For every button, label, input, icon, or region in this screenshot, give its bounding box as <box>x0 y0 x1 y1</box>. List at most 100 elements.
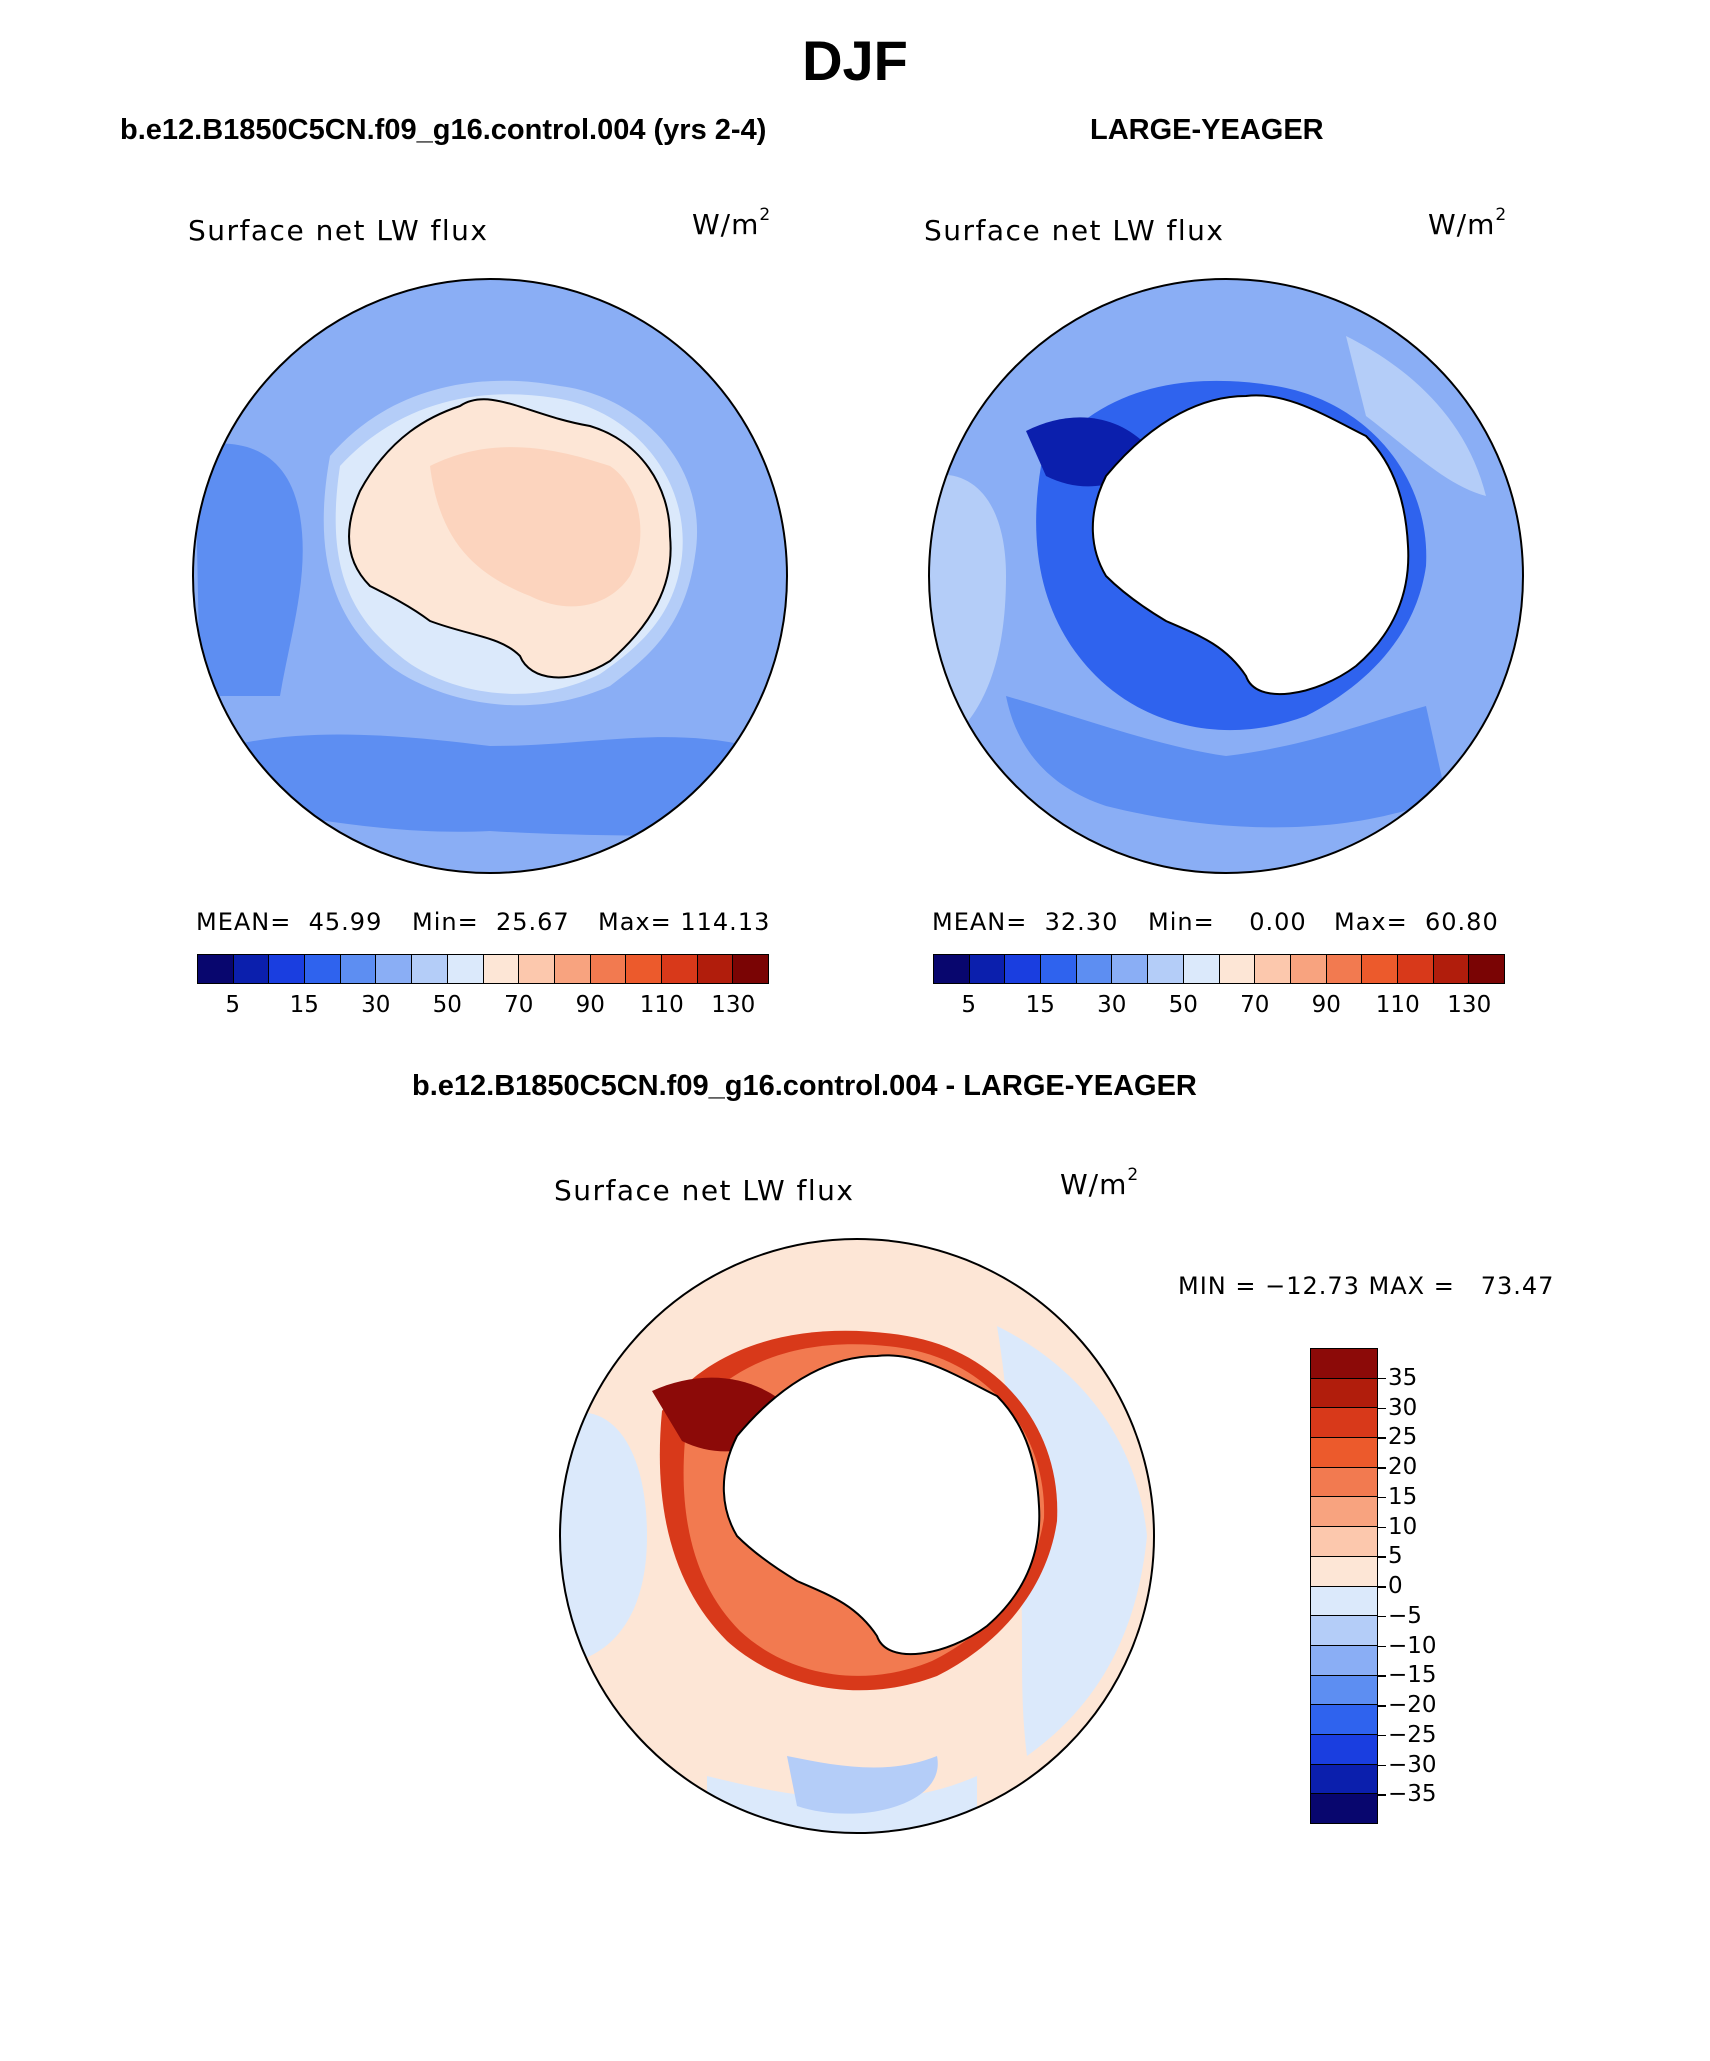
colorbar-segment <box>1311 1763 1377 1794</box>
colorbar-tick-label: 130 <box>711 992 756 1018</box>
ly-coastline <box>1091 394 1410 696</box>
colorbar-segment <box>1075 955 1112 983</box>
control-ocean-dark-band-west <box>195 443 303 696</box>
colorbar-segment <box>1361 955 1397 983</box>
difference-title: b.e12.B1850C5CN.f09_g16.control.004 - LA… <box>412 1070 1197 1102</box>
ly-min: Min= 0.00 <box>1148 908 1307 936</box>
colorbar-segment <box>1468 955 1504 983</box>
colorbar-tick-label: −15 <box>1378 1662 1437 1688</box>
colorbar-tick-label: 30 <box>1097 992 1127 1018</box>
colorbar-segment <box>1311 1674 1377 1705</box>
colorbar-tick-mark <box>1378 1734 1386 1737</box>
control-case-title: b.e12.B1850C5CN.f09_g16.control.004 (yrs… <box>120 114 767 146</box>
diff-coastline <box>722 1354 1041 1656</box>
colorbar-tick-label: 35 <box>1378 1365 1417 1391</box>
colorbar-tick-label: 15 <box>1378 1484 1417 1510</box>
colorbar-segment <box>1311 1644 1377 1675</box>
colorbar-segment <box>1311 1793 1377 1823</box>
control-colorbar-labels: 5 15 30 50 70 90 110 130 <box>197 992 769 1022</box>
colorbar-segment <box>968 955 1005 983</box>
colorbar-tick-mark <box>1378 1526 1386 1528</box>
control-polar-map <box>192 278 788 874</box>
colorbar-tick-mark <box>1378 1437 1386 1439</box>
control-mean: MEAN= 45.99 <box>196 908 383 936</box>
ly-antarctica-mask <box>1092 395 1409 695</box>
colorbar-segment <box>411 955 447 983</box>
colorbar-segment <box>1289 955 1326 983</box>
colorbar-segment <box>1311 1733 1377 1764</box>
colorbar-tick-label: −35 <box>1378 1781 1437 1807</box>
colorbar-segment <box>1396 955 1433 983</box>
colorbar-tick-label: 10 <box>1378 1514 1417 1540</box>
colorbar-segment <box>1311 1466 1377 1497</box>
colorbar-tick-label: −20 <box>1378 1692 1437 1718</box>
control-min: Min= 25.67 <box>412 908 570 936</box>
colorbar-segment <box>375 955 412 983</box>
difference-variable-label: Surface net LW flux <box>554 1174 855 1207</box>
colorbar-tick-label: 5 <box>1378 1543 1403 1569</box>
colorbar-segment <box>1311 1437 1377 1467</box>
colorbar-segment <box>1111 955 1148 983</box>
colorbar-tick-label: 70 <box>1240 992 1270 1018</box>
colorbar-tick-label: 50 <box>432 992 462 1018</box>
colorbar-segment <box>446 955 483 983</box>
colorbar-segment <box>660 955 697 983</box>
colorbar-segment <box>1254 955 1290 983</box>
control-units: W/m2 <box>692 204 772 241</box>
colorbar-segment <box>589 955 626 983</box>
ly-colorbar-labels: 5 15 30 50 70 90 110 130 <box>933 992 1505 1022</box>
colorbar-tick-mark <box>1378 1764 1386 1766</box>
colorbar-segment <box>232 955 269 983</box>
ly-max: Max= 60.80 <box>1334 908 1499 936</box>
colorbar-segment <box>1311 1615 1377 1645</box>
colorbar-segment <box>732 955 768 983</box>
colorbar-segment <box>1182 955 1219 983</box>
colorbar-tick-label: 25 <box>1378 1424 1417 1450</box>
colorbar-segment <box>1432 955 1469 983</box>
ly-ocean-light-ne <box>1346 336 1486 496</box>
control-variable-label: Surface net LW flux <box>188 214 489 247</box>
colorbar-segment <box>304 955 340 983</box>
control-coastline <box>348 398 672 679</box>
colorbar-segment <box>1040 955 1076 983</box>
colorbar-tick-label: 50 <box>1168 992 1198 1018</box>
colorbar-tick-label: 5 <box>961 992 977 1018</box>
colorbar-tick-mark <box>1378 1794 1386 1796</box>
colorbar-tick-mark <box>1378 1496 1386 1499</box>
colorbar-segment <box>1311 1585 1377 1616</box>
colorbar-segment <box>1004 955 1041 983</box>
colorbar-segment <box>1147 955 1183 983</box>
colorbar-tick-label: −5 <box>1378 1603 1422 1629</box>
difference-polar-map <box>559 1238 1155 1834</box>
colorbar-tick-label: −30 <box>1378 1752 1437 1778</box>
ly-case-title: LARGE-YEAGER <box>1090 114 1324 146</box>
difference-units: W/m2 <box>1060 1164 1140 1201</box>
colorbar-tick-label: 110 <box>639 992 684 1018</box>
colorbar-segment <box>1311 1526 1377 1556</box>
colorbar-tick-mark <box>1378 1645 1386 1647</box>
colorbar-segment <box>339 955 376 983</box>
diff-mid-blue-south <box>787 1756 938 1814</box>
colorbar-tick-label: 5 <box>225 992 241 1018</box>
diff-antarctica-mask <box>723 1355 1040 1655</box>
colorbar-segment <box>696 955 733 983</box>
colorbar-tick-label: 70 <box>504 992 534 1018</box>
colorbar-tick-label: 30 <box>1378 1395 1417 1421</box>
diff-blue-west <box>560 1412 647 1666</box>
colorbar-tick-label: 0 <box>1378 1573 1403 1599</box>
colorbar-segment <box>482 955 519 983</box>
difference-colorbar <box>1310 1348 1378 1824</box>
colorbar-tick-label: 15 <box>289 992 319 1018</box>
colorbar-tick-mark <box>1378 1556 1386 1558</box>
colorbar-tick-label: 30 <box>361 992 391 1018</box>
difference-minmax: MIN = −12.73 MAX = 73.47 <box>1178 1272 1555 1300</box>
colorbar-segment <box>625 955 661 983</box>
colorbar-tick-label: 110 <box>1375 992 1420 1018</box>
ly-ocean-mid-south <box>1006 696 1446 828</box>
difference-colorbar-labels: 35 30 25 20 15 10 5 0 −5 −10 −15 −20 −25 −30 −35 <box>1378 1348 1498 1824</box>
control-ocean-dark-band <box>230 734 750 836</box>
colorbar-segment <box>1311 1349 1377 1378</box>
colorbar-tick-mark <box>1378 1377 1386 1380</box>
figure-title: DJF <box>802 29 908 92</box>
colorbar-tick-label: 90 <box>575 992 605 1018</box>
